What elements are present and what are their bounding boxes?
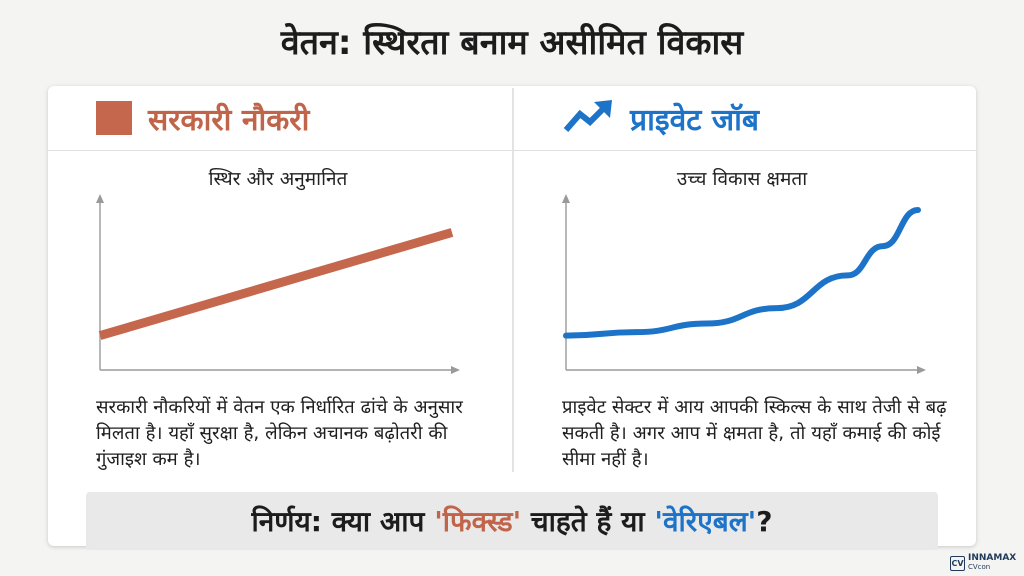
verdict-variable: 'वेरिएबल'	[654, 505, 757, 538]
private-salary-chart	[562, 194, 926, 374]
logo-sub: CVcon	[968, 563, 991, 571]
exponential-salary-curve	[563, 207, 921, 339]
private-description: प्राइवेट सेक्टर में आय आपकी स्किल्स के स…	[562, 397, 947, 470]
verdict-fixed: 'फिक्स्ड'	[434, 505, 522, 538]
private-subtitle: उच्च विकास क्षमता	[676, 168, 808, 190]
govt-salary-chart	[96, 194, 460, 374]
trending-up-arrow-icon	[563, 100, 612, 132]
linear-salary-line	[98, 228, 454, 340]
verdict-banner: निर्णय: क्या आप 'फिक्स्ड' चाहते हैं या '…	[86, 492, 938, 550]
header-divider	[48, 150, 976, 151]
chart-axes	[96, 194, 460, 374]
brand-logo: CV INNAMAX CVcon	[950, 552, 1022, 574]
page-title: वेतन: स्थिरता बनाम असीमित विकास	[280, 23, 744, 63]
solid-square-icon	[96, 101, 132, 135]
verdict-suffix: ?	[756, 504, 773, 538]
chart-axes	[562, 194, 926, 374]
govt-description: सरकारी नौकरियों में वेतन एक निर्धारित ढा…	[96, 397, 463, 470]
logo-name: INNAMAX	[968, 553, 1017, 563]
verdict-middle: चाहते हैं या	[521, 505, 655, 538]
govt-job-heading: सरकारी नौकरी	[148, 103, 310, 138]
vertical-divider	[512, 88, 514, 472]
logo-mark: CV	[950, 555, 965, 571]
verdict-prefix: निर्णय: क्या आप	[251, 505, 435, 538]
govt-subtitle: स्थिर और अनुमानित	[208, 168, 348, 190]
private-job-heading: प्राइवेट जॉब	[630, 103, 759, 138]
